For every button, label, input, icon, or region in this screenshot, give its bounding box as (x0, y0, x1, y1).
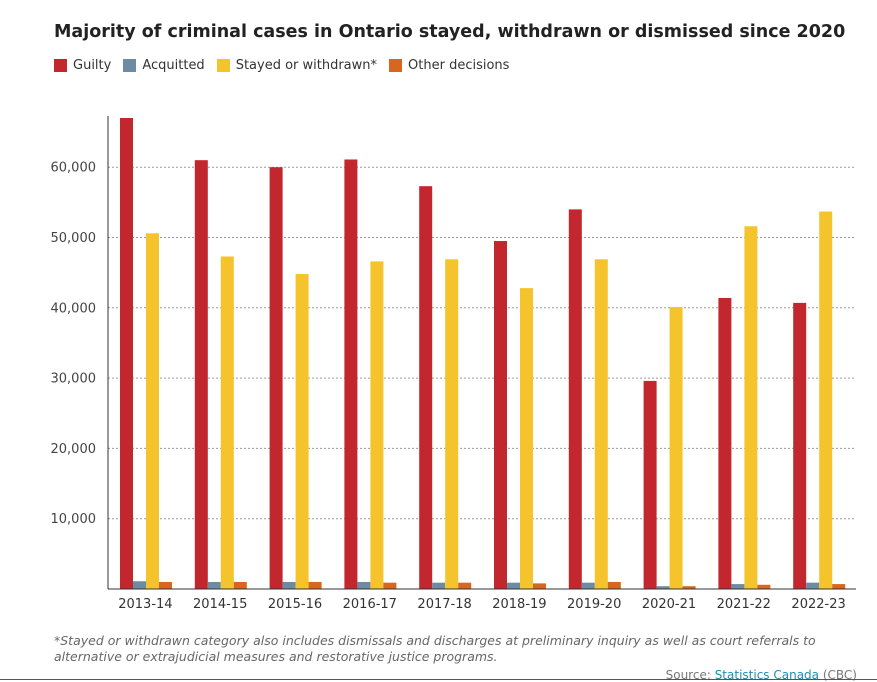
bottom-rule (0, 679, 877, 680)
legend: Guilty Acquitted Stayed or withdrawn* Ot… (54, 58, 521, 73)
bar-guilty (568, 209, 582, 589)
x-tick-label: 2013-14 (118, 597, 172, 612)
bar-other-decisions (533, 583, 546, 589)
legend-label-other: Other decisions (408, 58, 510, 73)
legend-item-guilty: Guilty (54, 58, 111, 73)
bar-chart: 10,000 20,000 30,000 40,000 50,000 60,000 2013… (51, 116, 856, 612)
legend-item-acquitted: Acquitted (123, 58, 205, 73)
x-tick-label: 2019-20 (567, 597, 621, 612)
source-suffix: (CBC) (819, 668, 857, 682)
y-tick-label: 10,000 (51, 512, 97, 527)
y-tick-label: 20,000 (51, 442, 97, 457)
legend-label-acquitted: Acquitted (142, 58, 205, 73)
bar-guilty (269, 167, 283, 589)
bar-guilty (793, 302, 807, 589)
x-tick-label: 2017-18 (417, 597, 471, 612)
x-tick-label: 2015-16 (268, 597, 322, 612)
bar-stayed-or-withdrawn (295, 274, 309, 589)
bar-other-decisions (159, 581, 172, 589)
bar-guilty (643, 380, 657, 589)
x-tick-label: 2018-19 (492, 597, 546, 612)
bar-other-decisions (607, 581, 621, 589)
bar-stayed-or-withdrawn (146, 233, 159, 589)
bar-acquitted (731, 584, 745, 589)
x-tick-label: 2014-15 (193, 597, 247, 612)
legend-label-stayed: Stayed or withdrawn* (235, 58, 378, 73)
bar-guilty (344, 159, 358, 589)
bar-other-decisions (832, 584, 846, 589)
bar-guilty (194, 160, 208, 589)
bar-acquitted (282, 581, 296, 589)
bar-acquitted (581, 582, 595, 589)
y-tick-label: 40,000 (51, 301, 97, 316)
x-tick-label: 2016-17 (343, 597, 397, 612)
bar-stayed-or-withdrawn (520, 288, 533, 589)
bar-stayed-or-withdrawn (370, 261, 384, 589)
bar-guilty (419, 186, 433, 589)
bar-other-decisions (682, 586, 696, 589)
bar-acquitted (357, 581, 371, 589)
bar-stayed-or-withdrawn (669, 307, 683, 589)
bar-other-decisions (308, 581, 322, 589)
legend-label-guilty: Guilty (73, 58, 112, 73)
source-link[interactable]: Statistics Canada (714, 668, 820, 682)
y-tick-label: 60,000 (51, 161, 97, 176)
legend-item-stayed: Stayed or withdrawn* (216, 58, 378, 73)
bar-acquitted (207, 581, 221, 589)
bar-other-decisions (383, 582, 397, 589)
bar-acquitted (432, 582, 446, 589)
legend-swatch-stayed (216, 59, 230, 72)
x-tick-label: 2020-21 (642, 597, 696, 612)
footnote: *Stayed or withdrawn category also inclu… (54, 633, 816, 664)
legend-swatch-guilty (54, 59, 67, 72)
legend-swatch-other (389, 59, 403, 72)
x-tick-label: 2022-23 (791, 597, 845, 612)
y-tick-label: 50,000 (51, 231, 97, 246)
x-tick-label: 2021-22 (717, 597, 771, 612)
bar-stayed-or-withdrawn (744, 226, 758, 589)
source-prefix: Source: (665, 668, 715, 682)
bar-stayed-or-withdrawn (594, 259, 608, 589)
bar-acquitted (133, 581, 146, 589)
bar-stayed-or-withdrawn (445, 259, 459, 589)
bar-other-decisions (757, 584, 771, 589)
chart-title: Majority of criminal cases in Ontario st… (54, 22, 846, 42)
bar-guilty (120, 118, 133, 589)
legend-swatch-acquitted (123, 59, 137, 72)
y-tick-label: 30,000 (51, 372, 97, 387)
legend-item-other: Other decisions (389, 58, 509, 73)
bar-guilty (718, 297, 732, 589)
source-credit: Source: Statistics Canada (CBC) (666, 668, 857, 682)
bar-acquitted (806, 582, 820, 589)
bar-other-decisions (458, 582, 472, 589)
bar-guilty (494, 241, 507, 589)
bar-acquitted (507, 582, 520, 589)
bar-acquitted (656, 586, 670, 589)
bar-other-decisions (233, 581, 247, 589)
bar-stayed-or-withdrawn (819, 211, 833, 589)
bar-stayed-or-withdrawn (220, 256, 234, 589)
